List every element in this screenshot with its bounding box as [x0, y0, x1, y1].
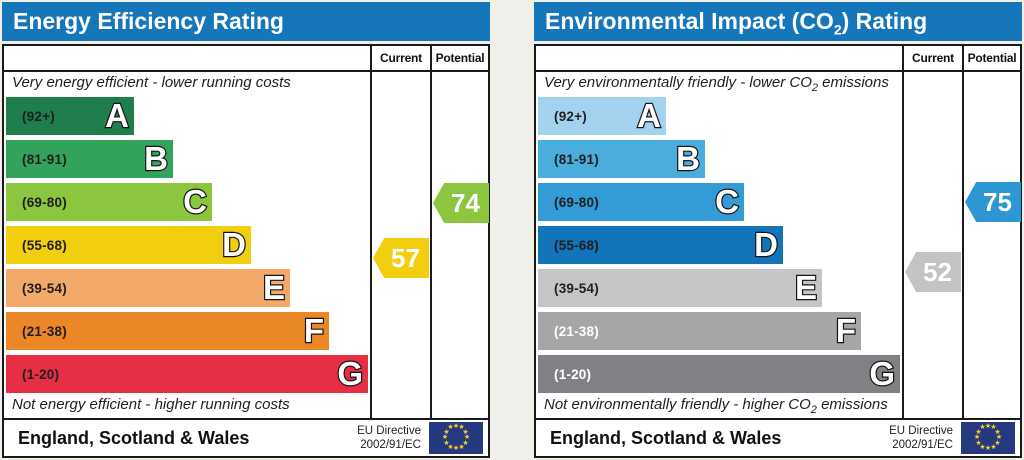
potential-rating-value: 74	[451, 187, 480, 218]
region-label: England, Scotland & Wales	[550, 427, 782, 448]
eu-flag-icon: ★ ★ ★ ★ ★ ★ ★ ★ ★ ★ ★ ★	[429, 422, 483, 454]
band-range-label: (69-80)	[554, 194, 599, 210]
band-range-label: (1-20)	[554, 366, 592, 382]
band-range-label: (92+)	[22, 108, 55, 124]
band-bars: (92+) A (81-91) B (69-80) C (55-68) D	[4, 96, 370, 393]
chart-body: Very environmentally friendly - lower CO…	[536, 72, 1021, 418]
current-rating-arrow: 52	[905, 252, 961, 292]
panel-title-text: Energy Efficiency Rating	[13, 8, 284, 34]
top-note-text: Very environmentally friendly - lower CO…	[544, 74, 889, 94]
band-range-label: (39-54)	[554, 280, 599, 296]
current-rating-value: 57	[391, 242, 420, 273]
band-row-g: (1-20) G	[538, 354, 900, 393]
column-header-row: Current Potential	[4, 46, 488, 72]
current-column: 57	[372, 72, 432, 418]
band-letter: E	[794, 268, 818, 307]
band-letter: D	[753, 225, 779, 264]
band-letter: F	[835, 311, 858, 350]
top-note: Very energy efficient - lower running co…	[4, 72, 370, 96]
band-range-label: (1-20)	[22, 366, 60, 382]
band-letter: B	[143, 139, 169, 178]
band-letter: C	[182, 182, 208, 221]
band-range-label: (39-54)	[22, 280, 67, 296]
band-letter: C	[714, 182, 740, 221]
band-letter: B	[675, 139, 701, 178]
potential-column: 74	[432, 72, 489, 418]
header-spacer	[4, 46, 372, 70]
band-range-label: (21-38)	[554, 323, 599, 339]
band-range-label: (55-68)	[22, 237, 67, 253]
eu-directive-label: EU Directive 2002/91/EC	[889, 424, 953, 451]
bottom-note: Not environmentally friendly - higher CO…	[536, 393, 902, 418]
panel-title-text: Environmental Impact (CO	[545, 8, 834, 34]
energy-efficiency-panel: Energy Efficiency Rating Current Potenti…	[2, 2, 490, 458]
bands-area: Very energy efficient - lower running co…	[4, 72, 372, 418]
panel-title-text-end: ) Rating	[841, 8, 928, 34]
eu-flag-icon: ★ ★ ★ ★ ★ ★ ★ ★ ★ ★ ★ ★	[961, 422, 1015, 454]
current-rating-value: 52	[923, 256, 952, 287]
header-spacer	[536, 46, 904, 70]
rating-chart: Current Potential Very environmentally f…	[534, 44, 1022, 458]
band-range-label: (21-38)	[22, 323, 67, 339]
band-letter: F	[303, 311, 326, 350]
band-row-g: (1-20) G	[6, 354, 368, 393]
bottom-note-text: Not environmentally friendly - higher CO…	[544, 395, 888, 416]
column-header-row: Current Potential	[536, 46, 1020, 72]
band-letter: D	[221, 225, 247, 264]
top-note: Very environmentally friendly - lower CO…	[536, 72, 902, 96]
potential-column: 75	[964, 72, 1021, 418]
band-letter: A	[636, 96, 662, 135]
band-row-c: (69-80) C	[6, 182, 212, 221]
band-row-a: (92+) A	[6, 96, 134, 135]
potential-rating-arrow: 74	[433, 183, 489, 223]
chart-body: Very energy efficient - lower running co…	[4, 72, 489, 418]
current-column-header: Current	[372, 46, 432, 70]
environmental-impact-panel: Environmental Impact (CO2) Rating Curren…	[534, 2, 1022, 458]
current-column-header: Current	[904, 46, 964, 70]
band-row-e: (39-54) E	[538, 268, 822, 307]
current-column: 52	[904, 72, 964, 418]
band-row-c: (69-80) C	[538, 182, 744, 221]
chart-footer: England, Scotland & Wales EU Directive 2…	[536, 418, 1020, 456]
region-label: England, Scotland & Wales	[18, 427, 250, 448]
band-letter: G	[336, 354, 364, 393]
bands-area: Very environmentally friendly - lower CO…	[536, 72, 904, 418]
band-letter: E	[262, 268, 286, 307]
eu-directive-label: EU Directive 2002/91/EC	[357, 424, 421, 451]
bottom-note: Not energy efficient - higher running co…	[4, 393, 370, 418]
potential-rating-arrow: 75	[965, 182, 1021, 222]
band-row-b: (81-91) B	[538, 139, 705, 178]
potential-rating-value: 75	[983, 186, 1012, 217]
rating-chart: Current Potential Very energy efficient …	[2, 44, 490, 458]
bottom-note-text: Not energy efficient - higher running co…	[12, 395, 290, 413]
band-range-label: (81-91)	[22, 151, 67, 167]
band-row-b: (81-91) B	[6, 139, 173, 178]
band-row-a: (92+) A	[538, 96, 666, 135]
band-row-d: (55-68) D	[538, 225, 783, 264]
panel-title-subscript: 2	[833, 21, 842, 38]
band-bars: (92+) A (81-91) B (69-80) C (55-68) D	[536, 96, 902, 393]
band-row-f: (21-38) F	[6, 311, 329, 350]
band-range-label: (69-80)	[22, 194, 67, 210]
chart-footer: England, Scotland & Wales EU Directive 2…	[4, 418, 488, 456]
band-row-e: (39-54) E	[6, 268, 290, 307]
current-rating-arrow: 57	[373, 238, 429, 278]
panel-title: Energy Efficiency Rating	[2, 2, 490, 41]
band-range-label: (92+)	[554, 108, 587, 124]
potential-column-header: Potential	[967, 51, 1017, 65]
band-row-f: (21-38) F	[538, 311, 861, 350]
band-range-label: (81-91)	[554, 151, 599, 167]
band-row-d: (55-68) D	[6, 225, 251, 264]
band-letter: A	[104, 96, 130, 135]
potential-column-header: Potential	[435, 51, 485, 65]
band-letter: G	[868, 354, 896, 393]
top-note-text: Very energy efficient - lower running co…	[12, 74, 291, 91]
band-range-label: (55-68)	[554, 237, 599, 253]
panel-title: Environmental Impact (CO2) Rating	[534, 2, 1022, 41]
